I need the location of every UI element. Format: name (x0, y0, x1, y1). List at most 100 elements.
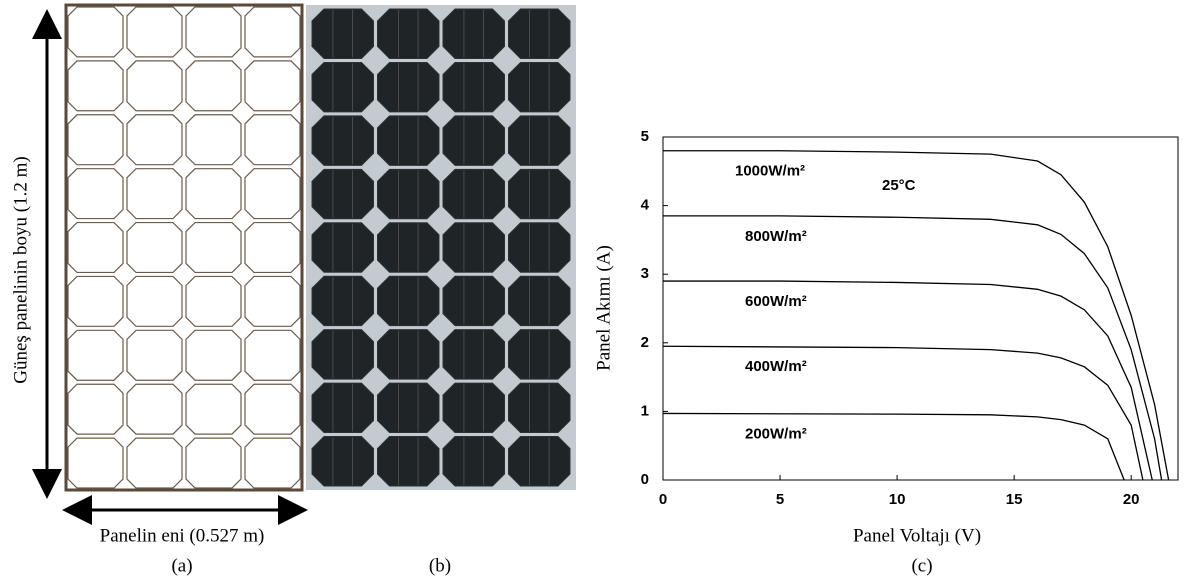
cell (442, 275, 505, 327)
cell (442, 222, 505, 273)
cell (244, 275, 301, 327)
cell (67, 114, 124, 166)
cell (508, 436, 571, 487)
cell (185, 114, 242, 166)
cell (126, 6, 183, 58)
curve-label: 600W/m² (745, 293, 807, 310)
cell (311, 115, 374, 166)
cell (442, 168, 505, 220)
cell (67, 60, 124, 112)
cell (377, 275, 440, 327)
cell (67, 275, 124, 327)
caption: (a) (171, 555, 192, 576)
cell (311, 61, 374, 113)
cell (67, 383, 124, 435)
cell (508, 275, 571, 327)
cell (508, 382, 571, 434)
cell (508, 115, 571, 166)
cell (67, 437, 124, 489)
cell (377, 382, 440, 434)
cell (377, 168, 440, 220)
width-label: Panelin eni (0.527 m) (100, 525, 265, 546)
cell (508, 222, 571, 273)
curve (663, 280, 1153, 481)
cell (311, 436, 374, 487)
cell (185, 6, 242, 58)
cell (185, 383, 242, 435)
cell (126, 221, 183, 274)
cell (244, 329, 301, 381)
cell (442, 329, 505, 380)
cell (508, 8, 571, 59)
curve (662, 412, 1125, 481)
cell (311, 329, 374, 380)
caption: (c) (911, 555, 932, 576)
cell (377, 115, 440, 166)
cell (377, 329, 440, 380)
cell (244, 383, 301, 435)
caption: (b) (429, 555, 451, 576)
cell (185, 60, 242, 112)
curve-label: 800W/m² (745, 228, 807, 245)
x-tick-label: 5 (776, 491, 784, 508)
x-tick-label: 0 (659, 491, 667, 508)
x-tick-label: 20 (1123, 491, 1140, 508)
panel-a (64, 3, 304, 492)
cell (244, 168, 301, 220)
panel-b (306, 5, 576, 490)
y-tick-label: 0 (641, 471, 649, 488)
cell (185, 437, 242, 489)
x-tick-label: 15 (1006, 491, 1023, 508)
cell (508, 329, 571, 380)
y-tick-label: 5 (641, 128, 649, 145)
cell (244, 221, 301, 274)
cell (67, 329, 124, 381)
cell (377, 61, 440, 113)
cell (185, 221, 242, 274)
cell (442, 115, 505, 166)
cell (377, 436, 440, 487)
plot: 0 5 10 15 20 0 1 2 3 4 5 25°C 1000W/m² 800W/m² 600W/m²… (641, 128, 1179, 508)
plot-frame (662, 136, 1179, 481)
cell (126, 437, 183, 489)
cell (126, 329, 183, 381)
cell (244, 60, 301, 112)
cell (67, 6, 124, 58)
cell (244, 6, 301, 58)
cell (311, 222, 374, 273)
curve-label: 200W/m² (745, 425, 807, 442)
cell (508, 61, 571, 113)
height-label: Güneş panelinin boyu (1.2 m) (10, 156, 31, 383)
cell (377, 8, 440, 59)
cell (185, 329, 242, 381)
y-tick-label: 2 (641, 334, 649, 351)
cell (311, 275, 374, 327)
cell (126, 168, 183, 220)
y-tick-label: 1 (641, 402, 649, 419)
curve-label: 400W/m² (745, 358, 807, 375)
curve (662, 345, 1144, 481)
cell (508, 168, 571, 220)
cell (244, 437, 301, 489)
cell (442, 8, 505, 59)
y-tick-label: 4 (641, 197, 650, 214)
cell (126, 60, 183, 112)
cell (185, 168, 242, 220)
cell (377, 222, 440, 273)
curve-label: 1000W/m² (735, 163, 805, 180)
cell (311, 168, 374, 220)
x-tick-label: 10 (889, 491, 906, 508)
cell (442, 382, 505, 434)
cell (185, 275, 242, 327)
cell (67, 168, 124, 220)
cell (311, 8, 374, 59)
cell (126, 114, 183, 166)
cell (244, 114, 301, 166)
cell (442, 61, 505, 113)
y-tick-label: 3 (641, 265, 649, 282)
cell (442, 436, 505, 487)
annotation: 25°C (882, 177, 916, 194)
cell (67, 221, 124, 274)
curve (663, 215, 1163, 481)
